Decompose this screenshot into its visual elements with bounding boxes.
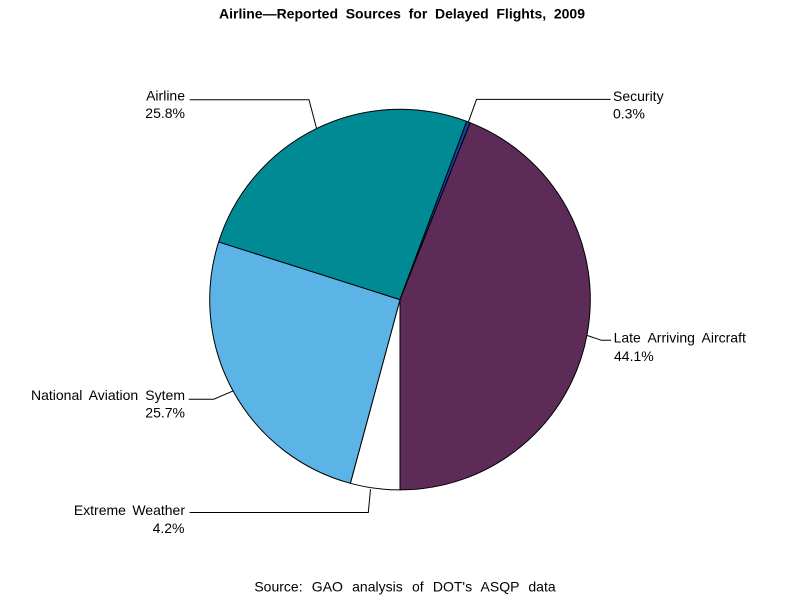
svg-text:25.7%: 25.7% [145,405,185,421]
svg-text:Late Arriving Aircraft: Late Arriving Aircraft [614,330,746,346]
svg-text:Airline—Reported Sources for D: Airline—Reported Sources for Delayed Fli… [219,6,585,22]
svg-text:Source: GAO analysis of DOT's: Source: GAO analysis of DOT's ASQP data [254,579,556,595]
svg-text:Airline: Airline [146,87,185,103]
svg-text:Security: Security [613,88,664,104]
svg-text:Extreme Weather: Extreme Weather [74,502,186,518]
svg-text:0.3%: 0.3% [613,106,645,122]
svg-text:44.1%: 44.1% [614,348,654,364]
svg-text:4.2%: 4.2% [153,520,185,536]
svg-text:National Aviation Sytem: National Aviation Sytem [31,387,185,403]
svg-text:25.8%: 25.8% [145,105,185,121]
